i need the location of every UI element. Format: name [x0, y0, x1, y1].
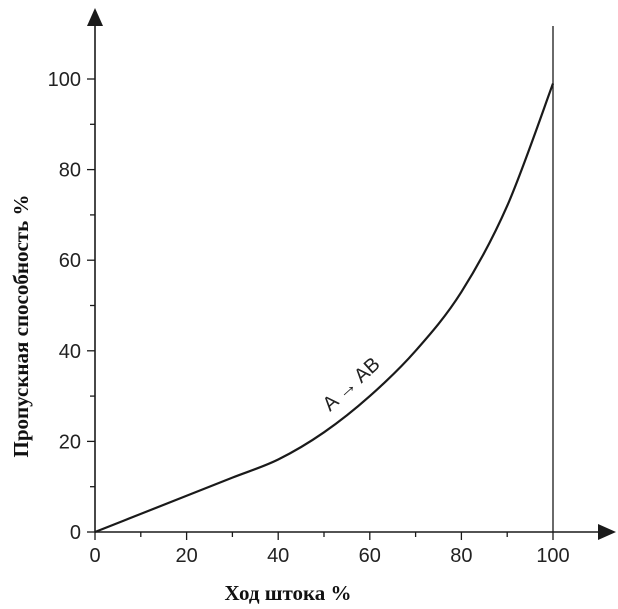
series-line	[94, 83, 555, 534]
y-tick-label: 100	[48, 69, 81, 91]
x-tick-label: 20	[175, 545, 197, 567]
y-ticks: 0 20 40 60 80 100	[48, 69, 95, 544]
x-axis-title: Ход штока %	[224, 581, 351, 605]
y-tick-label: 40	[59, 341, 81, 363]
y-tick-label: 20	[59, 431, 81, 453]
y-tick-label: 60	[59, 250, 81, 272]
y-axis-title: Пропускная способность %	[9, 195, 33, 458]
x-axis-arrow-icon	[598, 524, 616, 540]
y-tick-label: 80	[59, 160, 81, 182]
x-ticks: 0 20 40 60 80 100	[89, 532, 570, 567]
y-tick-label: 0	[70, 522, 81, 544]
x-tick-label: 0	[89, 545, 100, 567]
x-tick-label: 60	[359, 545, 381, 567]
y-axis-arrow-icon	[87, 8, 103, 26]
x-tick-label: 100	[536, 545, 569, 567]
x-tick-label: 80	[450, 545, 472, 567]
x-tick-label: 40	[267, 545, 289, 567]
curve-annotation: A → AB	[319, 353, 385, 415]
